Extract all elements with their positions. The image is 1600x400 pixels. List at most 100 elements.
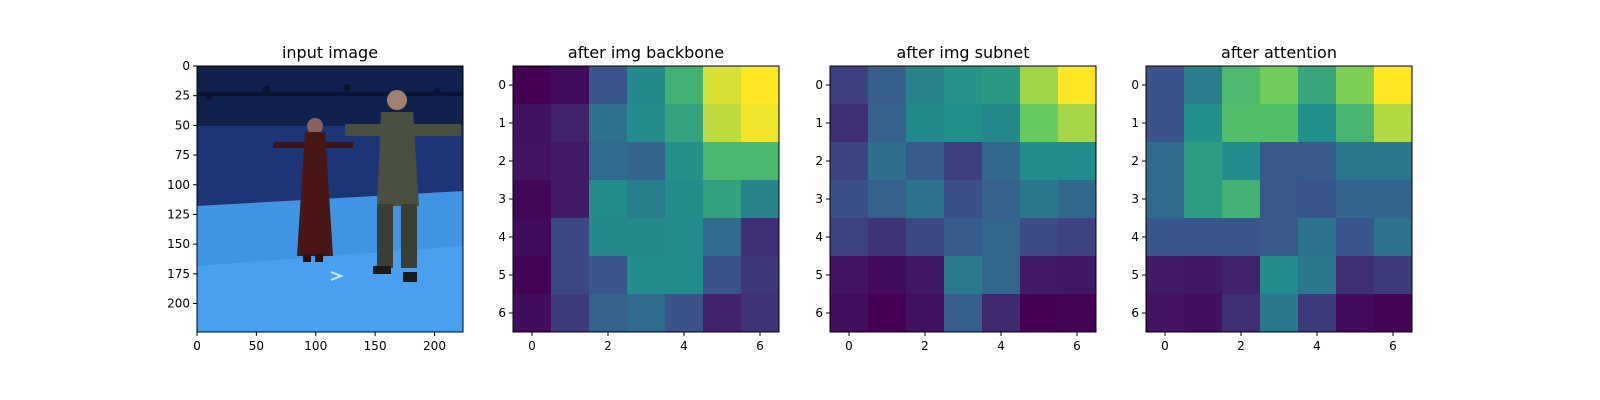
heatmap-cell	[982, 256, 1021, 295]
heatmap-cell	[906, 294, 945, 333]
heatmap-cell	[703, 294, 742, 333]
panel-input-image: input image	[167, 43, 464, 353]
heatmap-cell	[1146, 104, 1185, 143]
tick-label: 0	[1161, 339, 1169, 353]
heatmap-cell	[703, 142, 742, 181]
photo-camera	[263, 86, 271, 94]
heatmap-cell	[665, 142, 704, 181]
photo-camera	[205, 92, 213, 100]
heatmap-cell	[513, 142, 552, 181]
photo-floor-light	[197, 246, 463, 332]
y-ticks: 0 25 50 75 100 125 150 175 200	[167, 59, 197, 311]
heatmap-cell	[1184, 142, 1223, 181]
heatmap-cell	[1020, 218, 1059, 257]
heatmap-cell	[589, 142, 628, 181]
photo-camera	[343, 84, 351, 92]
heatmap-cell	[741, 142, 780, 181]
heatmap-cell	[1298, 180, 1337, 219]
heatmap-cell	[944, 180, 983, 219]
photo-person-man	[345, 90, 461, 282]
heatmap-cell	[906, 180, 945, 219]
heatmap-cell	[1146, 294, 1185, 333]
heatmap-cell	[1374, 104, 1413, 143]
heatmap-cell	[868, 294, 907, 333]
tick-label: 4	[680, 339, 688, 353]
heatmap-cell	[1260, 104, 1299, 143]
tick-label: 3	[815, 192, 823, 206]
heatmap-cell	[741, 218, 780, 257]
heatmap-cell	[1020, 142, 1059, 181]
heatmap-cell	[1260, 218, 1299, 257]
heatmap-cell	[551, 294, 590, 333]
panel-title: after img backbone	[568, 43, 724, 62]
heatmap-cell	[830, 66, 869, 105]
panel-title: input image	[282, 43, 378, 62]
heatmap-cell	[1222, 104, 1261, 143]
heatmap-cell	[982, 66, 1021, 105]
tick-label: 175	[167, 267, 190, 281]
heatmap-cell	[906, 142, 945, 181]
photo-camera	[433, 88, 441, 96]
tick-label: 6	[498, 306, 506, 320]
heatmap-cell	[1184, 66, 1223, 105]
heatmap-cell	[1020, 104, 1059, 143]
heatmap-cell	[1336, 256, 1375, 295]
x-ticks: 0 2 4 6	[845, 332, 1081, 353]
heatmap-cell	[589, 256, 628, 295]
heatmap-cell	[1260, 66, 1299, 105]
heatmap-cell	[868, 256, 907, 295]
heatmap-cell	[1058, 294, 1097, 333]
photo	[197, 66, 463, 332]
tick-label: 6	[815, 306, 823, 320]
tick-label: 0	[193, 339, 201, 353]
panel-after-attention: after attention 0 2 4 6 0 1 2 3 4 5 6	[1131, 43, 1413, 353]
tick-label: 6	[1073, 339, 1081, 353]
tick-label: 0	[182, 59, 190, 73]
tick-label: 4	[815, 230, 823, 244]
heatmap-cell	[1184, 294, 1223, 333]
heatmap-cell	[906, 218, 945, 257]
heatmap-cell	[1222, 256, 1261, 295]
heatmap-cell	[868, 218, 907, 257]
panel-title: after img subnet	[896, 43, 1029, 62]
heatmap-cell	[1058, 104, 1097, 143]
heatmap-cell	[1058, 142, 1097, 181]
heatmap-cell	[589, 66, 628, 105]
heatmap-cell	[1374, 256, 1413, 295]
heatmap-cell	[1374, 180, 1413, 219]
heatmap-cell	[868, 180, 907, 219]
heatmap-cell	[627, 180, 666, 219]
heatmap-cell	[830, 256, 869, 295]
heatmap-cell	[551, 142, 590, 181]
heatmap-cell	[830, 218, 869, 257]
heatmap-cell	[868, 142, 907, 181]
tick-label: 2	[921, 339, 929, 353]
heatmap-cell	[982, 142, 1021, 181]
tick-label: 5	[815, 268, 823, 282]
heatmap-cell	[1298, 142, 1337, 181]
panel-title: after attention	[1221, 43, 1337, 62]
photo-person-woman	[273, 118, 353, 262]
heatmap-cell	[551, 66, 590, 105]
heatmap-cell	[513, 180, 552, 219]
heatmap-cell	[665, 180, 704, 219]
heatmap-cell	[944, 294, 983, 333]
heatmap-cell	[868, 66, 907, 105]
heatmap-cell	[1336, 180, 1375, 219]
heatmap-cell	[830, 180, 869, 219]
tick-label: 125	[167, 207, 190, 221]
tick-label: 1	[498, 116, 506, 130]
heatmap-cell	[665, 218, 704, 257]
heatmap-cell	[741, 294, 780, 333]
tick-label: 4	[498, 230, 506, 244]
heatmap-cells	[830, 66, 1097, 333]
heatmap-cell	[1184, 218, 1223, 257]
heatmap-cell	[589, 180, 628, 219]
x-ticks: 0 50 100 150 200	[193, 332, 446, 353]
tick-label: 6	[1131, 306, 1139, 320]
heatmap-cell	[1336, 294, 1375, 333]
heatmap-cell	[1146, 218, 1185, 257]
tick-label: 100	[167, 178, 190, 192]
tick-label: 2	[815, 154, 823, 168]
heatmap-cell	[513, 218, 552, 257]
